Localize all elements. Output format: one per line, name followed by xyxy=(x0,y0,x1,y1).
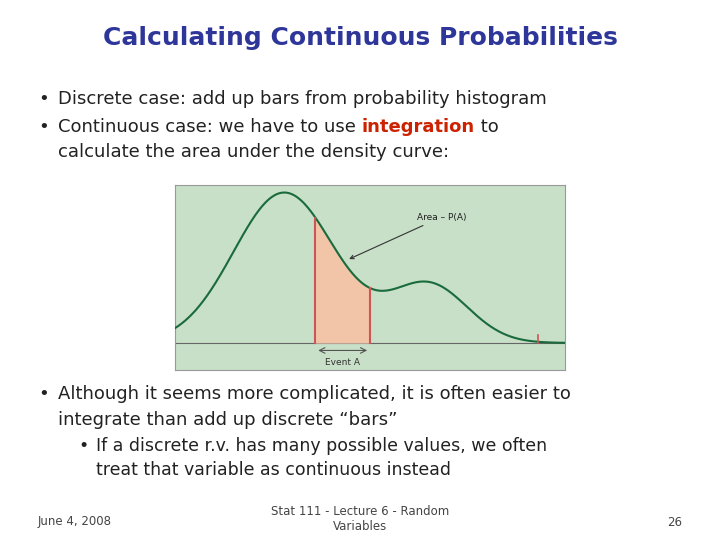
Text: Event A: Event A xyxy=(325,358,360,367)
Text: calculate the area under the density curve:: calculate the area under the density cur… xyxy=(58,143,449,161)
Text: treat that variable as continuous instead: treat that variable as continuous instea… xyxy=(96,461,451,479)
Text: Discrete case: add up bars from probability histogram: Discrete case: add up bars from probabil… xyxy=(58,90,546,108)
Text: •: • xyxy=(38,90,49,108)
Text: •: • xyxy=(78,437,89,455)
Text: Calculating Continuous Probabilities: Calculating Continuous Probabilities xyxy=(102,26,618,50)
Text: integrate than add up discrete “bars”: integrate than add up discrete “bars” xyxy=(58,411,397,429)
Text: If a discrete r.v. has many possible values, we often: If a discrete r.v. has many possible val… xyxy=(96,437,547,455)
Text: •: • xyxy=(38,118,49,136)
Text: 26: 26 xyxy=(667,516,682,529)
Polygon shape xyxy=(315,218,370,343)
Text: to: to xyxy=(474,118,498,136)
Text: integration: integration xyxy=(361,118,474,136)
Text: •: • xyxy=(38,385,49,403)
Text: Continuous case: we have to use: Continuous case: we have to use xyxy=(58,118,361,136)
Text: Although it seems more complicated, it is often easier to: Although it seems more complicated, it i… xyxy=(58,385,571,403)
Text: Stat 111 - Lecture 6 - Random
Variables: Stat 111 - Lecture 6 - Random Variables xyxy=(271,505,449,533)
Text: June 4, 2008: June 4, 2008 xyxy=(38,516,112,529)
Text: Area – P(A): Area – P(A) xyxy=(350,213,467,259)
